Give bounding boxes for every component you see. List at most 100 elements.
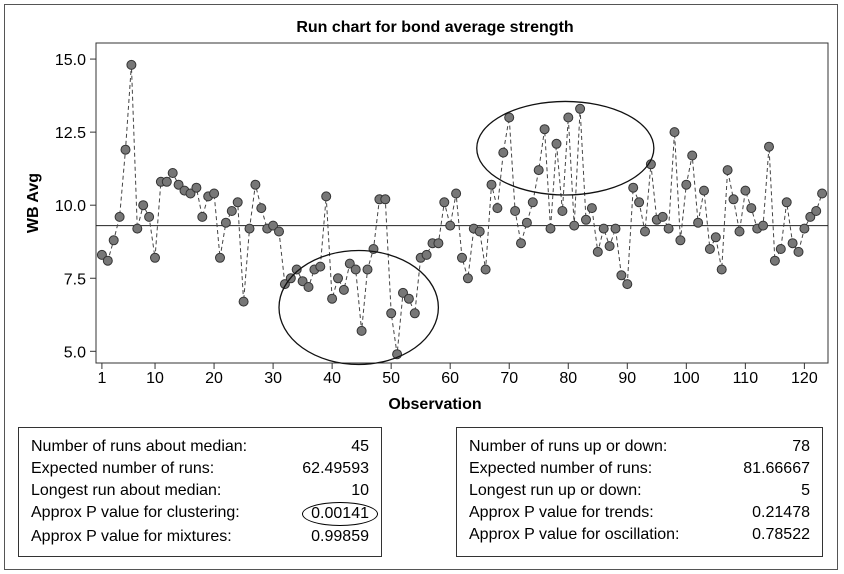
y-tick-label: 7.5 xyxy=(64,271,86,288)
data-point xyxy=(256,203,267,214)
stat-label: Number of runs up or down: xyxy=(469,438,668,455)
data-point xyxy=(545,223,556,234)
data-point xyxy=(327,293,338,304)
data-point xyxy=(805,211,816,222)
data-point xyxy=(138,200,149,211)
stat-value: 45 xyxy=(351,438,369,455)
data-point xyxy=(486,179,497,190)
x-tick-label: 100 xyxy=(673,370,700,387)
data-point xyxy=(628,182,639,193)
data-point xyxy=(634,197,645,208)
data-point xyxy=(716,264,727,275)
data-point xyxy=(787,238,798,249)
data-point xyxy=(740,185,751,196)
stat-row: Approx P value for trends: 0.21478 xyxy=(469,502,810,524)
data-point xyxy=(474,226,485,237)
data-point xyxy=(516,238,526,249)
data-point xyxy=(746,203,757,214)
data-point xyxy=(398,287,408,298)
data-point xyxy=(108,235,119,246)
x-tick-label: 120 xyxy=(791,370,818,387)
data-point xyxy=(209,188,220,199)
figure-frame xyxy=(4,4,838,570)
data-point xyxy=(598,223,609,234)
stat-row: Approx P value for clustering: 0.00141 xyxy=(31,502,378,526)
data-point xyxy=(132,223,143,234)
data-point xyxy=(699,185,709,196)
stat-value: 5 xyxy=(801,482,810,499)
data-point xyxy=(303,282,314,292)
data-point xyxy=(604,241,615,252)
data-point xyxy=(126,59,137,70)
data-point xyxy=(764,141,774,152)
stat-label: Number of runs about median: xyxy=(31,438,248,455)
highlight-ellipse xyxy=(476,100,655,196)
data-point xyxy=(185,188,196,199)
x-tick-label: 40 xyxy=(323,370,341,387)
stat-label: Approx P value for mixtures: xyxy=(31,528,232,545)
data-point xyxy=(451,188,462,199)
stat-row: Number of runs up or down: 78 xyxy=(469,436,810,458)
x-tick-label: 1 xyxy=(97,370,106,387)
data-point xyxy=(693,217,704,228)
stat-row: Longest run about median: 10 xyxy=(31,480,369,502)
data-point xyxy=(150,252,160,263)
data-point xyxy=(817,188,828,199)
stat-row: Longest run up or down: 5 xyxy=(469,480,810,502)
stat-label: Expected number of runs: xyxy=(31,460,215,477)
stat-value: 0.99859 xyxy=(311,528,369,545)
data-point xyxy=(551,138,562,149)
data-point xyxy=(728,194,739,205)
data-point xyxy=(226,206,237,216)
stat-row: Approx P value for mixtures: 0.99859 xyxy=(31,526,369,548)
data-point xyxy=(274,226,284,237)
data-point xyxy=(350,264,361,275)
data-point xyxy=(333,273,343,284)
data-point xyxy=(657,211,668,222)
data-point xyxy=(581,214,591,225)
data-point xyxy=(297,276,308,287)
data-point xyxy=(173,179,184,190)
data-point xyxy=(722,165,733,176)
stat-label: Longest run up or down: xyxy=(469,482,642,499)
y-tick-label: 5.0 xyxy=(64,344,86,361)
data-point xyxy=(687,150,698,161)
x-tick-label: 90 xyxy=(618,370,636,387)
data-point xyxy=(338,284,349,295)
data-point xyxy=(445,220,456,231)
stat-value: 0.21478 xyxy=(752,504,810,521)
data-point xyxy=(811,206,822,216)
stat-value: 81.66667 xyxy=(743,460,810,477)
data-point xyxy=(403,293,414,304)
x-tick-label: 70 xyxy=(500,370,518,387)
data-point xyxy=(492,203,503,214)
data-point xyxy=(539,124,550,135)
x-tick-label: 50 xyxy=(382,370,400,387)
data-point xyxy=(167,168,178,178)
stat-value: 78 xyxy=(792,438,810,455)
data-point xyxy=(622,279,633,290)
stat-row: Number of runs about median: 45 xyxy=(31,436,369,458)
stat-label: Approx P value for clustering: xyxy=(31,504,240,521)
x-tick-label: 80 xyxy=(559,370,577,387)
data-point xyxy=(161,176,172,187)
x-tick-label: 60 xyxy=(441,370,459,387)
data-point xyxy=(215,252,225,263)
data-point xyxy=(799,223,810,234)
data-point xyxy=(569,220,580,231)
data-point xyxy=(191,182,202,193)
data-point xyxy=(386,308,397,319)
stat-label: Expected number of runs: xyxy=(469,460,653,477)
data-point xyxy=(421,249,432,260)
stat-row: Expected number of runs: 62.49593 xyxy=(31,458,369,480)
data-point xyxy=(250,179,261,190)
data-point xyxy=(356,325,367,336)
data-point xyxy=(409,308,420,319)
data-point xyxy=(557,206,568,216)
run-stats-updown-panel: Number of runs up or down: 78 Expected num… xyxy=(456,427,823,557)
data-point xyxy=(592,246,603,257)
data-point xyxy=(321,191,332,202)
data-point xyxy=(439,197,450,208)
data-point xyxy=(232,197,243,208)
